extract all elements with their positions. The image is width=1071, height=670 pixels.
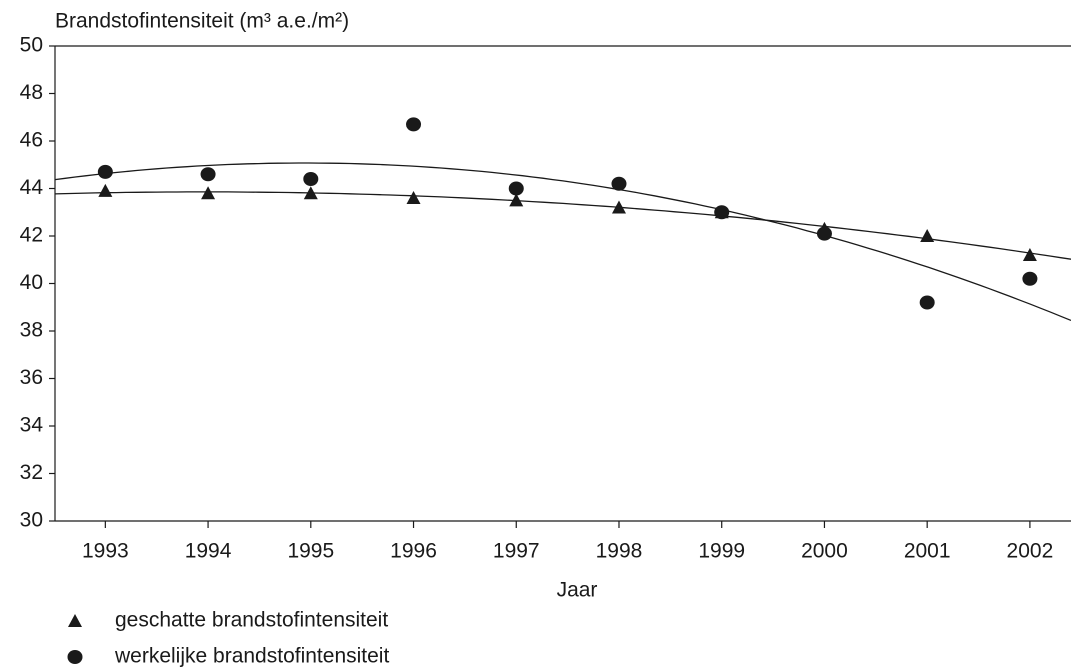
circle-marker	[714, 205, 730, 220]
legend-label: werkelijke brandstofintensiteit	[114, 645, 389, 668]
trend-line	[54, 162, 1071, 322]
triangle-marker	[303, 186, 318, 200]
triangle-marker	[1022, 248, 1037, 261]
circle-marker	[919, 295, 935, 310]
y-tick-label: 48	[20, 81, 43, 104]
legend-marker	[67, 650, 83, 664]
legend-label: geschatte brandstofintensiteit	[115, 609, 388, 632]
circle-marker	[1022, 271, 1038, 286]
x-axis-label: Jaar	[557, 579, 598, 602]
triangle-marker	[406, 191, 421, 204]
y-tick-label: 32	[20, 461, 43, 484]
x-tick-label: 1998	[596, 540, 643, 563]
x-tick-label: 2001	[904, 540, 951, 563]
chart-title: Brandstofintensiteit (m³ a.e./m²)	[55, 10, 349, 33]
triangle-marker	[509, 193, 524, 207]
circle-marker	[816, 226, 832, 241]
x-tick-label: 1995	[287, 540, 334, 563]
circle-marker	[611, 176, 627, 191]
circle-marker	[508, 181, 524, 196]
circle-marker	[303, 172, 319, 186]
y-tick-label: 36	[20, 366, 43, 389]
triangle-marker	[201, 186, 216, 200]
x-tick-label: 1997	[493, 540, 540, 563]
circle-marker	[200, 167, 216, 182]
x-tick-label: 1996	[390, 540, 437, 563]
y-tick-label: 30	[20, 509, 43, 532]
x-tick-label: 2002	[1007, 540, 1054, 563]
triangle-marker	[611, 200, 626, 214]
y-tick-label: 40	[20, 271, 43, 294]
trend-line	[54, 191, 1071, 260]
y-tick-label: 34	[20, 414, 44, 437]
y-tick-label: 50	[20, 34, 43, 57]
y-tick-label: 42	[20, 224, 43, 247]
x-tick-label: 1994	[185, 540, 232, 563]
triangle-marker	[98, 183, 113, 197]
x-tick-label: 1999	[698, 540, 745, 563]
y-tick-label: 46	[20, 129, 43, 152]
y-tick-label: 44	[20, 176, 44, 199]
circle-marker	[406, 117, 422, 132]
x-tick-label: 2000	[801, 540, 848, 563]
circle-marker	[97, 164, 113, 179]
legend-marker	[68, 614, 82, 627]
x-tick-label: 1993	[82, 540, 129, 563]
triangle-marker	[920, 229, 935, 242]
y-tick-label: 38	[20, 319, 43, 342]
